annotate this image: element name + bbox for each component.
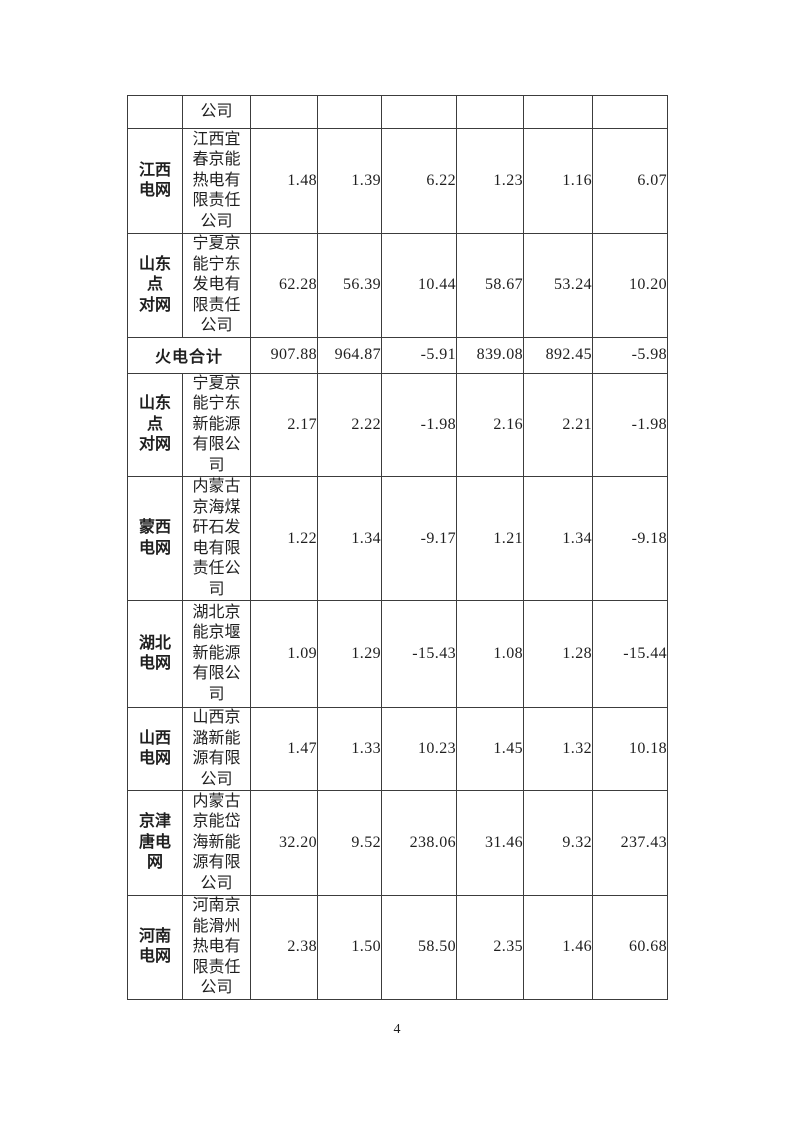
value-cell: -9.17 <box>381 476 457 601</box>
value-cell: 6.22 <box>381 128 457 234</box>
grid-cell <box>127 95 183 129</box>
value-cell: 238.06 <box>381 790 457 896</box>
value-cell: 10.44 <box>381 233 457 338</box>
value-cell: 2.35 <box>456 895 524 1000</box>
value-cell: 237.43 <box>592 790 668 896</box>
value-cell: 31.46 <box>456 790 524 896</box>
grid-cell: 蒙西 电网 <box>127 476 183 601</box>
total-label-cell: 火电合计 <box>127 336 251 374</box>
value-cell <box>523 95 593 129</box>
value-cell: 892.45 <box>523 336 593 374</box>
table-row: 山东 点 对网 宁夏京 能宁东 发电有 限责任 公司 62.28 56.39 1… <box>127 233 668 338</box>
table-row: 山西 电网 山西京 潞新能 源有限 公司 1.47 1.33 10.23 1.4… <box>127 707 668 791</box>
table-row: 江西 电网 江西宜 春京能 热电有 限责任 公司 1.48 1.39 6.22 … <box>127 128 668 234</box>
grid-cell: 湖北 电网 <box>127 600 183 708</box>
value-cell: 1.34 <box>523 476 593 601</box>
value-cell: 56.39 <box>317 233 382 338</box>
value-cell: 1.16 <box>523 128 593 234</box>
value-cell <box>250 95 318 129</box>
value-cell: 1.39 <box>317 128 382 234</box>
value-cell: -5.98 <box>592 336 668 374</box>
value-cell: 53.24 <box>523 233 593 338</box>
value-cell: 2.17 <box>250 372 318 477</box>
grid-cell: 山西 电网 <box>127 707 183 791</box>
value-cell: -15.44 <box>592 600 668 708</box>
value-cell: 2.16 <box>456 372 524 477</box>
value-cell: 2.21 <box>523 372 593 477</box>
value-cell: 1.28 <box>523 600 593 708</box>
value-cell: 1.32 <box>523 707 593 791</box>
page-number: 4 <box>393 1022 401 1037</box>
value-cell: 1.47 <box>250 707 318 791</box>
value-cell: 907.88 <box>250 336 318 374</box>
grid-cell: 山东 点 对网 <box>127 372 183 477</box>
value-cell: 1.45 <box>456 707 524 791</box>
value-cell: 2.22 <box>317 372 382 477</box>
report-table: 公司 江西 电网 江西宜 春京能 热电有 限责任 公司 1.48 1.39 6.… <box>127 95 668 1000</box>
table-row: 湖北 电网 湖北京 能京堰 新能源 有限公 司 1.09 1.29 -15.43… <box>127 600 668 708</box>
company-cell: 河南京 能滑州 热电有 限责任 公司 <box>182 895 251 1000</box>
company-cell: 宁夏京 能宁东 发电有 限责任 公司 <box>182 233 251 338</box>
company-cell: 公司 <box>182 95 251 129</box>
value-cell: -15.43 <box>381 600 457 708</box>
company-cell: 湖北京 能京堰 新能源 有限公 司 <box>182 600 251 708</box>
value-cell <box>592 95 668 129</box>
value-cell: 9.32 <box>523 790 593 896</box>
value-cell <box>317 95 382 129</box>
value-cell: -9.18 <box>592 476 668 601</box>
value-cell: 1.21 <box>456 476 524 601</box>
value-cell: 6.07 <box>592 128 668 234</box>
value-cell: 1.08 <box>456 600 524 708</box>
company-cell: 江西宜 春京能 热电有 限责任 公司 <box>182 128 251 234</box>
table-row: 河南 电网 河南京 能滑州 热电有 限责任 公司 2.38 1.50 58.50… <box>127 895 668 1000</box>
value-cell: 58.50 <box>381 895 457 1000</box>
value-cell: 10.18 <box>592 707 668 791</box>
value-cell: 10.23 <box>381 707 457 791</box>
value-cell: 60.68 <box>592 895 668 1000</box>
grid-cell: 京津 唐电 网 <box>127 790 183 896</box>
value-cell: 1.33 <box>317 707 382 791</box>
company-cell: 内蒙古 京海煤 矸石发 电有限 责任公 司 <box>182 476 251 601</box>
value-cell: 58.67 <box>456 233 524 338</box>
grid-cell: 河南 电网 <box>127 895 183 1000</box>
company-cell: 宁夏京 能宁东 新能源 有限公 司 <box>182 372 251 477</box>
grid-cell: 江西 电网 <box>127 128 183 234</box>
value-cell <box>456 95 524 129</box>
value-cell: 1.23 <box>456 128 524 234</box>
value-cell: 839.08 <box>456 336 524 374</box>
table-row: 公司 <box>127 95 668 129</box>
value-cell: 1.34 <box>317 476 382 601</box>
value-cell: 1.50 <box>317 895 382 1000</box>
value-cell: -1.98 <box>592 372 668 477</box>
total-row: 火电合计 907.88 964.87 -5.91 839.08 892.45 -… <box>127 336 668 374</box>
value-cell: 32.20 <box>250 790 318 896</box>
value-cell: 1.29 <box>317 600 382 708</box>
value-cell: 1.09 <box>250 600 318 708</box>
value-cell: 62.28 <box>250 233 318 338</box>
grid-cell: 山东 点 对网 <box>127 233 183 338</box>
table-row: 京津 唐电 网 内蒙古 京能岱 海新能 源有限 公司 32.20 9.52 23… <box>127 790 668 896</box>
value-cell: 964.87 <box>317 336 382 374</box>
value-cell: 9.52 <box>317 790 382 896</box>
table-row: 蒙西 电网 内蒙古 京海煤 矸石发 电有限 责任公 司 1.22 1.34 -9… <box>127 476 668 601</box>
value-cell: -1.98 <box>381 372 457 477</box>
value-cell <box>381 95 457 129</box>
value-cell: 2.38 <box>250 895 318 1000</box>
value-cell: 1.46 <box>523 895 593 1000</box>
value-cell: 1.22 <box>250 476 318 601</box>
value-cell: 1.48 <box>250 128 318 234</box>
value-cell: -5.91 <box>381 336 457 374</box>
company-cell: 内蒙古 京能岱 海新能 源有限 公司 <box>182 790 251 896</box>
company-cell: 山西京 潞新能 源有限 公司 <box>182 707 251 791</box>
table-row: 山东 点 对网 宁夏京 能宁东 新能源 有限公 司 2.17 2.22 -1.9… <box>127 372 668 477</box>
value-cell: 10.20 <box>592 233 668 338</box>
